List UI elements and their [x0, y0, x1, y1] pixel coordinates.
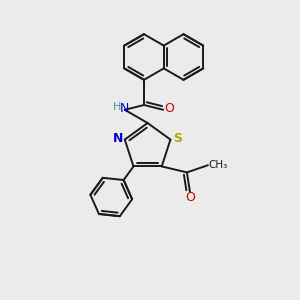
Text: CH₃: CH₃: [208, 160, 227, 170]
Text: H: H: [113, 102, 121, 112]
Text: N: N: [120, 102, 130, 115]
Text: O: O: [164, 102, 174, 115]
Text: O: O: [185, 190, 195, 203]
Text: N: N: [112, 132, 123, 145]
Text: S: S: [173, 132, 182, 145]
